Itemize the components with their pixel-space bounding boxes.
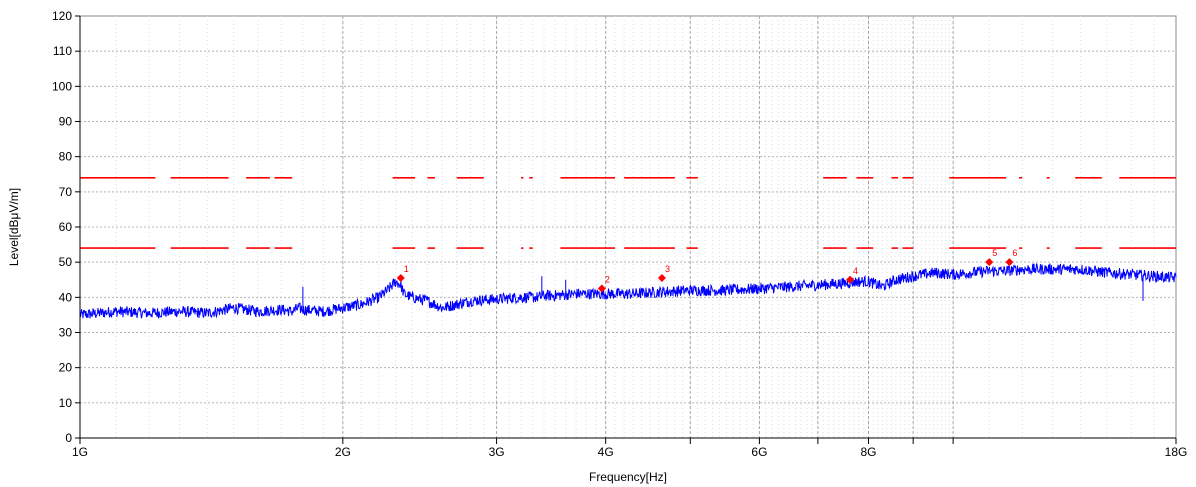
limit-lines [80,176,1176,249]
y-tick-label: 20 [59,361,73,375]
y-tick-label: 60 [59,220,73,234]
y-tick-label: 80 [59,150,73,164]
y-axis-title: Level[dBμV/m] [7,188,21,266]
marker-label: 6 [1012,248,1017,258]
y-tick-label: 90 [59,115,73,129]
axes-layer: 0 10 20 30 40 50 60 70 80 90 100 110 120 1G 2G 3G 4G 6G 8G… [52,9,1187,459]
marker-point [985,258,994,267]
marker-label: 5 [992,248,997,258]
x-tick-label: 6G [751,445,767,459]
marker-label: 4 [853,266,858,276]
x-tick-label: 3G [489,445,505,459]
trace-layer [79,263,1177,319]
marker-point [846,275,855,284]
measured-trace [79,263,1177,319]
x-tick-label: 8G [860,445,876,459]
x-tick-label: 18G [1165,445,1188,459]
markers-layer: 1 2 3 4 5 6 [396,248,1017,293]
y-tick-label: 10 [59,396,73,410]
y-tick-label: 50 [59,255,73,269]
marker-point [1005,258,1014,267]
y-tick-label: 70 [59,185,73,199]
marker-label: 3 [665,264,670,274]
y-tick-label: 30 [59,326,73,340]
x-tick-label: 2G [335,445,351,459]
x-axis-title: Frequency[Hz] [589,470,667,484]
x-tick-label: 1G [72,445,88,459]
marker-point [597,284,606,293]
marker-label: 2 [605,275,610,285]
y-tick-label: 120 [52,9,72,23]
y-tick-label: 110 [53,44,72,58]
grid-lines [80,16,1176,438]
y-tick-label: 100 [52,79,72,93]
y-tick-label: 0 [65,431,72,445]
x-tick-label: 4G [598,445,614,459]
marker-point [396,273,405,282]
marker-point [657,273,666,282]
marker-label: 1 [404,264,409,274]
y-tick-label: 40 [59,290,73,304]
